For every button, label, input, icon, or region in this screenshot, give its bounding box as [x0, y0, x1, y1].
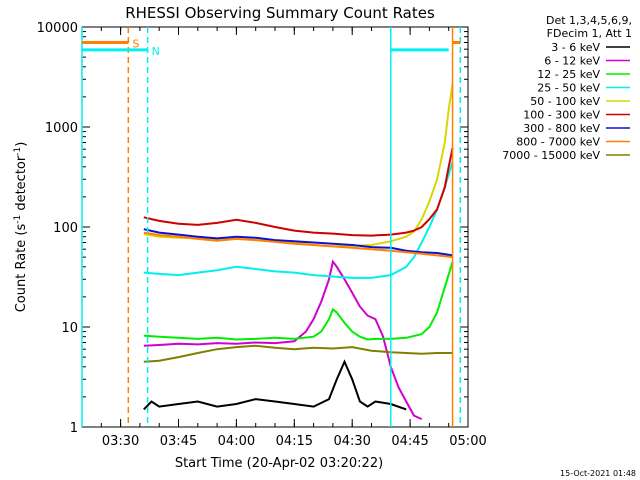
legend-label: 300 - 800 keV: [523, 122, 600, 135]
series-line: [143, 161, 454, 279]
series-line: [143, 344, 453, 363]
x-axis-label: Start Time (20-Apr-02 03:20:22): [175, 456, 383, 471]
chart-title: RHESSI Observing Summary Count Rates: [125, 4, 435, 22]
x-axis-ticks: 03:30 03:45 04:00 04:15 04:30 04:45 05:00: [81, 27, 487, 449]
x-tick-label: 05:00: [449, 434, 486, 449]
y-tick-label: 10000: [37, 21, 78, 36]
legend-header-line-1: Det 1,3,4,5,6,9,: [546, 14, 632, 27]
y-axis-label-mid: detector: [14, 155, 29, 215]
y-axis-label: Count Rate (s-1 detector-1): [13, 142, 29, 313]
legend-label: 6 - 12 keV: [544, 55, 600, 68]
legend: Det 1,3,4,5,6,9, FDecim 1, Att 1 3 - 6 k…: [502, 14, 632, 162]
y-tick-label: 100: [53, 221, 78, 236]
y-tick-label: 1: [70, 421, 78, 436]
legend-label: 800 - 7000 keV: [516, 136, 600, 149]
series-line: [143, 147, 454, 237]
y-tick-label: 10: [61, 321, 78, 336]
x-tick-label: 04:15: [276, 434, 313, 449]
series-line: [143, 259, 423, 421]
footer-date: 15-Oct-2021 01:48: [560, 469, 636, 478]
series-line: [143, 359, 407, 411]
series-layer: [143, 83, 454, 421]
legend-label: 25 - 50 keV: [537, 82, 600, 95]
y-axis-label-sup1: -1: [13, 215, 23, 224]
legend-label: 50 - 100 keV: [530, 95, 600, 108]
legend-label: 3 - 6 keV: [551, 41, 600, 54]
x-tick-label: 04:30: [333, 434, 370, 449]
y-axis-label-end: ): [14, 142, 29, 147]
x-tick-label: 03:30: [102, 434, 139, 449]
y-axis-ticks: 1 10 100 1000 10000: [37, 21, 468, 436]
y-axis-label-main: Count Rate (s: [14, 224, 29, 313]
x-tick-label: 04:00: [218, 434, 255, 449]
series-line: [143, 228, 453, 257]
x-tick-label: 04:45: [391, 434, 428, 449]
series-line: [143, 231, 453, 259]
flag-label: N: [152, 45, 160, 58]
series-line: [143, 83, 454, 248]
legend-label: 7000 - 15000 keV: [502, 149, 600, 162]
x-tick-label: 03:45: [160, 434, 197, 449]
y-tick-label: 1000: [45, 121, 78, 136]
legend-label: 12 - 25 keV: [537, 68, 600, 81]
flag-label: S: [132, 37, 139, 50]
legend-header-line-2: FDecim 1, Att 1: [547, 27, 632, 40]
y-axis-label-sup2: -1: [13, 147, 23, 156]
legend-label: 100 - 300 keV: [523, 109, 600, 122]
series-line: [143, 261, 454, 341]
marker-layer: SN: [81, 27, 462, 427]
